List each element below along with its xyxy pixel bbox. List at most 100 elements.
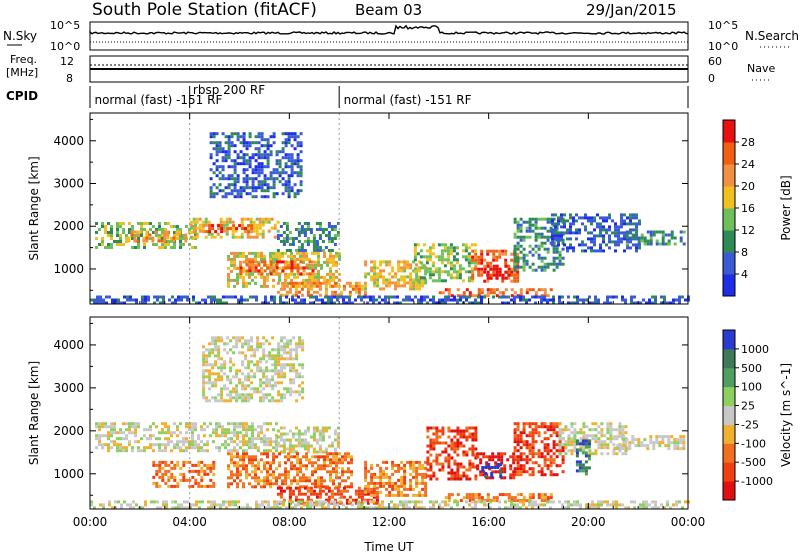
y-axis-title: Slant Range [km] <box>27 156 41 260</box>
colorbar-tick-label: -500 <box>741 456 766 469</box>
y-tick-label: 2000 <box>53 219 84 233</box>
nsearch-tick-bottom: 10^0 <box>708 40 738 53</box>
data-region <box>152 460 216 488</box>
data-region <box>276 281 367 297</box>
data-region <box>426 426 478 481</box>
cpid-segment-label: normal (fast) -151 RF <box>344 93 472 107</box>
colorbar-title: Power [dB] <box>779 175 793 240</box>
colorbar-segment <box>723 443 735 463</box>
y-tick-label: 3000 <box>53 177 84 191</box>
colorbar-segment <box>723 186 735 209</box>
colorbar-segment <box>723 405 735 425</box>
freq-tick-bottom: 8 <box>66 72 73 85</box>
colorbar-tick-label: -100 <box>741 437 766 450</box>
colorbar-tick-label: 28 <box>741 136 755 149</box>
freq-unit-label: [MHz] <box>6 66 38 79</box>
x-tick-label: 00:00 <box>73 515 108 529</box>
colorbar-tick-label: -25 <box>741 418 759 431</box>
y-tick-label: 3000 <box>53 381 84 395</box>
cpid-segment-label: normal (fast) -151 RF <box>94 93 222 107</box>
y-tick-label: 4000 <box>53 338 84 352</box>
x-tick-label: 04:00 <box>172 515 207 529</box>
colorbar-title: Velocity [m s^-1] <box>779 363 793 467</box>
data-region <box>95 422 278 453</box>
colorbar-tick-label: 16 <box>741 202 755 215</box>
x-axis-title: Time UT <box>363 540 414 554</box>
data-region <box>209 132 303 199</box>
freq-label: Freq. <box>10 53 37 66</box>
data-region <box>613 435 686 451</box>
data-region <box>481 463 503 478</box>
colorbar-tick-label: 12 <box>741 224 755 237</box>
colorbar-segment <box>723 142 735 165</box>
x-tick-label: 12:00 <box>372 515 407 529</box>
colorbar-tick-label: 20 <box>741 180 755 193</box>
colorbar-tick-label: 500 <box>741 362 762 375</box>
y-tick-label: 4000 <box>53 134 84 148</box>
colorbar-tick-label: 4 <box>741 268 748 281</box>
time-axis: 00:00 04:00 08:00 12:00 16:00 20:00 00:00 <box>73 515 706 529</box>
data-region <box>513 422 565 477</box>
station-title: South Pole Station (fitACF) <box>92 0 317 20</box>
nave-label: Nave <box>747 62 775 75</box>
colorbar-tick-label: 25 <box>741 400 755 413</box>
x-tick-label: 20:00 <box>571 515 606 529</box>
colorbar-segment <box>723 164 735 187</box>
colorbar-tick-label: 100 <box>741 381 762 394</box>
data-region <box>239 260 315 276</box>
colorbar: 4 8 12 16 20 24 28 Power [dB] <box>722 119 793 297</box>
colorbar-segment <box>723 424 735 444</box>
data-region <box>202 224 254 234</box>
nave-tick-bottom: 0 <box>708 72 715 85</box>
colorbar-segment <box>723 348 735 369</box>
data-region <box>90 295 690 305</box>
data-region <box>625 230 686 246</box>
date-label: 29/Jan/2015 <box>586 1 677 19</box>
nsearch-tick-top: 10^5 <box>708 19 738 32</box>
x-tick-label: 08:00 <box>272 515 307 529</box>
data-region <box>202 336 305 403</box>
cpid-label: CPID <box>6 89 38 103</box>
colorbar-segment <box>723 481 735 501</box>
y-axis-title: Slant Range [km] <box>27 361 41 465</box>
colorbar-segment <box>723 274 735 297</box>
colorbar-segment <box>723 252 735 275</box>
data-region <box>276 222 340 252</box>
colorbar-tick-label: 1000 <box>741 343 769 356</box>
freq-tick-top: 12 <box>60 55 74 68</box>
nsky-trace <box>89 24 689 35</box>
colorbar-segment <box>723 230 735 253</box>
cpid-segment-label: rbsp 200 RF <box>193 83 265 97</box>
data-region <box>413 243 477 283</box>
colorbar-tick-label: 8 <box>741 246 748 259</box>
nsearch-label: N.Search <box>745 29 799 43</box>
data-region <box>551 213 641 253</box>
colorbar-segment <box>723 367 735 388</box>
nsky-strip-frame <box>89 21 689 51</box>
power-panel: 1000 2000 3000 4000 Slant Range [km] 4 8 12 16 20… <box>27 112 793 305</box>
colorbar-segment <box>723 462 735 482</box>
colorbar-segment <box>723 386 735 407</box>
nsky-tick-bottom: 10^0 <box>50 40 80 53</box>
data-region <box>483 264 511 280</box>
data-region <box>276 486 379 505</box>
nsky-label: N.Sky <box>3 29 37 43</box>
nave-tick-top: 60 <box>708 55 722 68</box>
colorbar: 1000 500 100 25 -25 -100 -500 -1000 Velocity [m … <box>722 329 793 501</box>
colorbar-segment <box>723 208 735 231</box>
data-region <box>127 230 188 243</box>
colorbar-segment <box>723 330 735 350</box>
y-tick-label: 1000 <box>53 262 84 276</box>
x-tick-label: 16:00 <box>471 515 506 529</box>
colorbar-segment <box>723 120 735 143</box>
data-region <box>364 460 428 497</box>
colorbar-tick-label: 24 <box>741 158 755 171</box>
colorbar-tick-label: -1000 <box>741 475 773 488</box>
x-tick-label: 00:00 <box>671 515 706 529</box>
y-tick-label: 1000 <box>53 467 84 481</box>
nsky-tick-top: 10^5 <box>50 19 80 32</box>
data-region <box>276 426 340 454</box>
